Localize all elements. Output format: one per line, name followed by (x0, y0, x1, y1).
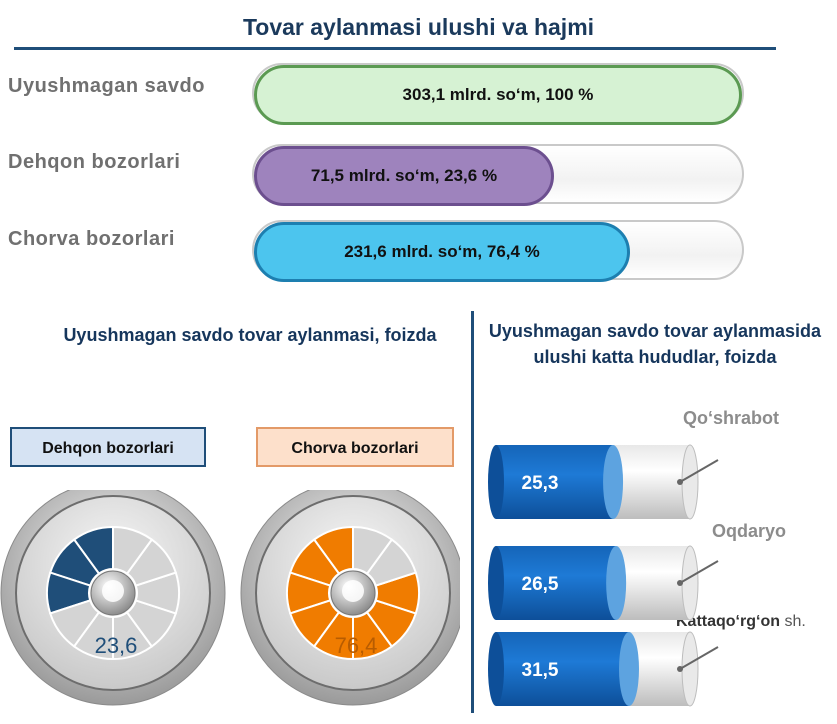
gauge-segment (125, 538, 178, 587)
gauge-segment (48, 599, 101, 648)
gauge-segment (72, 611, 114, 661)
cylinder-fill (496, 546, 617, 620)
bar-fill-uyushmagan: 303,1 mlrd. so‘m, 100 % (254, 65, 742, 125)
region-name-kattaqorgon: Kattaqo‘rg‘on (676, 613, 780, 630)
gauge-dehqon: 23,6 (0, 490, 226, 706)
bar-value-uyushmagan: 303,1 mlrd. so‘m, 100 % (402, 85, 594, 104)
leader-dot (677, 580, 683, 586)
legend-dehqon: Dehqon bozorlari (10, 427, 206, 467)
leader-dot (677, 666, 683, 672)
cylinder-fill-end (603, 445, 624, 519)
cylinder-fill-end (619, 632, 639, 706)
leader-line (679, 646, 719, 670)
gauge-segment (112, 525, 154, 575)
leader-dot (677, 479, 683, 485)
title-underline (14, 47, 776, 50)
cylinder-cap (488, 445, 504, 519)
page-title: Tovar aylanmasi ulushi va hajmi (242, 14, 595, 40)
gauge-segment (352, 611, 394, 661)
gauge-segment (288, 599, 341, 648)
gauge-segment (48, 538, 101, 587)
gauge-segment (352, 525, 394, 575)
gauge-chorva: 76,4 (240, 490, 460, 706)
gauge-value: 76,4 (335, 633, 378, 658)
region-label-kattaqorgon: Kattaqo‘rg‘on sh. (676, 613, 806, 631)
bar-label-chorva: Chorva bozorlari (8, 228, 175, 250)
bar-track-chorva: 231,6 mlrd. so‘m, 76,4 % (252, 220, 744, 282)
left-panel-title: Uyushmagan savdo tovar aylanmasi, foizda (63, 325, 437, 345)
cylinder-value: 31,5 (522, 660, 559, 681)
gauge-knob-highlight (342, 580, 364, 602)
bar-label-uyushmagan: Uyushmagan savdo (8, 75, 205, 97)
right-panel-title: Uyushmagan savdo tovar aylanmasida ulush… (488, 321, 822, 367)
bar-fill-chorva: 231,6 mlrd. so‘m, 76,4 % (254, 222, 630, 282)
cylinder-cap (488, 632, 504, 706)
bar-value-chorva: 231,6 mlrd. so‘m, 76,4 % (344, 242, 540, 261)
gauges-chart: 23,6 76,4 (0, 490, 460, 706)
gauge-segment (112, 611, 154, 661)
cylinder-end (681, 545, 699, 621)
cylinders-chart: 25,3 26,5 31,5 (488, 444, 719, 707)
gauge-value: 23,6 (95, 633, 138, 658)
cylinder-value: 26,5 (522, 574, 559, 595)
region-label-qoshrabot: Qo‘shrabot (683, 408, 780, 428)
gauge-segment (288, 538, 341, 587)
cylinder-fill-end (606, 546, 627, 620)
bar-track-uyushmagan: 303,1 mlrd. so‘m, 100 % (252, 63, 744, 125)
legend-chorva: Chorva bozorlari (256, 427, 454, 467)
gauge-segment (365, 599, 418, 648)
gauge-knob-highlight (102, 580, 124, 602)
cylinder-cap (488, 546, 504, 620)
leader-line (679, 459, 719, 483)
cylinder-end (681, 444, 699, 520)
cylinder-2: 31,5 (488, 631, 719, 707)
cylinder-fill (496, 445, 614, 519)
cylinder-0: 25,3 (488, 444, 719, 520)
gauge-segment (125, 599, 178, 648)
cylinder-value: 25,3 (522, 473, 559, 494)
region-label-oqdaryo: Oqdaryo (712, 521, 787, 541)
bar-fill-dehqon: 71,5 mlrd. so‘m, 23,6 % (254, 146, 554, 206)
bar-label-dehqon: Dehqon bozorlari (8, 151, 181, 173)
gauge-segment (365, 538, 418, 587)
cylinder-1: 26,5 (488, 545, 719, 621)
panel-divider (471, 311, 474, 713)
gauge-segment (312, 611, 354, 661)
cylinder-end (681, 631, 699, 707)
region-suffix-kattaqorgon: sh. (780, 613, 806, 630)
leader-line (679, 560, 719, 584)
cylinder-fill (496, 632, 629, 706)
bar-value-dehqon: 71,5 mlrd. so‘m, 23,6 % (310, 166, 498, 185)
bar-track-dehqon: 71,5 mlrd. so‘m, 23,6 % (252, 144, 744, 206)
